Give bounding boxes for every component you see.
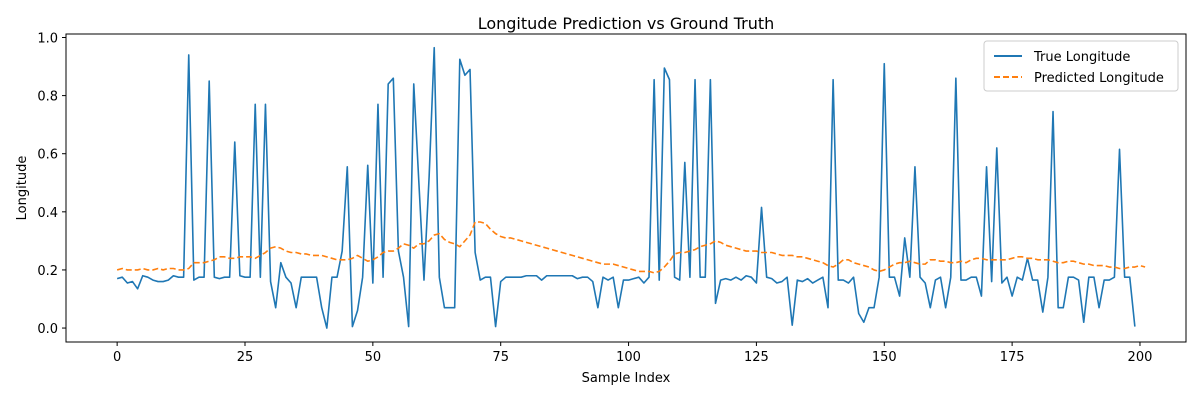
y-tick-label: 0.4 [37,206,58,221]
legend-label-true-longitude: True Longitude [1033,50,1130,65]
x-tick-label: 75 [492,350,509,365]
x-tick-label: 175 [1000,350,1025,365]
chart-title: Longitude Prediction vs Ground Truth [478,14,775,33]
y-tick-label: 0.0 [37,322,58,337]
x-axis-title: Sample Index [582,371,671,386]
true-longitude-line [116,46,1136,329]
predicted-longitude-line [116,221,1146,274]
y-tick-label: 0.6 [37,148,58,163]
y-tick-label: 0.8 [37,90,58,105]
y-axis-title: Longitude [15,156,30,221]
x-axis: 0 25 50 75 100 125 150 175 200 [113,342,1152,365]
x-tick-label: 100 [616,350,641,365]
legend: True Longitude Predicted Longitude [983,40,1179,92]
x-tick-label: 25 [237,350,254,365]
plot-frame [65,33,1187,343]
legend-label-predicted-longitude: Predicted Longitude [1034,71,1164,86]
x-tick-label: 150 [872,350,897,365]
plot-series-group [116,46,1146,329]
y-tick-label: 0.2 [37,264,58,279]
x-tick-label: 0 [113,350,121,365]
x-tick-label: 200 [1128,350,1153,365]
y-axis: 0.0 0.2 0.4 0.6 0.8 1.0 [37,31,66,337]
y-tick-label: 1.0 [37,31,58,46]
legend-box [983,40,1179,92]
x-tick-label: 50 [365,350,382,365]
x-tick-label: 125 [744,350,769,365]
